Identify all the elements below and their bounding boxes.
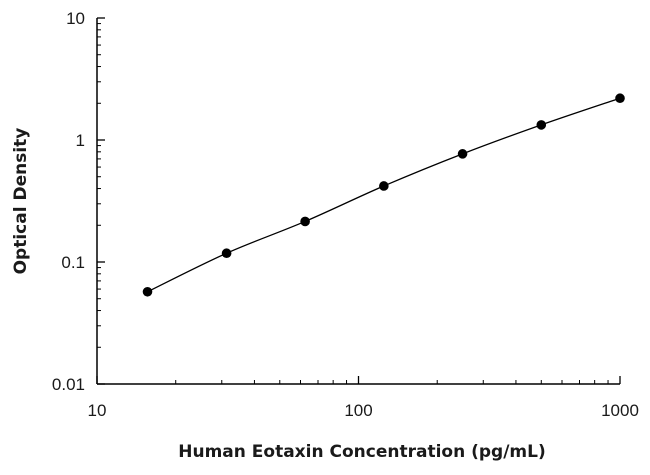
y-axis-title: Optical Density (11, 128, 31, 275)
tick-labels: 0.01 0.1 1 10 10 100 1000 (52, 9, 639, 420)
y-tick-label: 0.1 (61, 253, 85, 272)
data-point (142, 286, 153, 297)
axes (96, 18, 620, 385)
data-points (142, 93, 625, 297)
y-tick-label: 10 (66, 9, 85, 28)
fit-curve (147, 97, 621, 293)
data-point (457, 149, 468, 159)
x-tick-label: 1000 (601, 401, 639, 420)
data-point (221, 248, 232, 259)
data-point (615, 93, 625, 104)
x-tick-label: 10 (88, 401, 107, 420)
y-tick-label: 1 (76, 131, 85, 150)
x-axis-title: Human Eotaxin Concentration (pg/mL) (178, 442, 545, 462)
axis-ticks (96, 17, 621, 385)
data-point (536, 120, 547, 130)
y-tick-label: 0.01 (52, 375, 85, 394)
data-point (379, 181, 389, 191)
data-point (300, 216, 310, 227)
x-tick-label: 100 (344, 401, 372, 420)
